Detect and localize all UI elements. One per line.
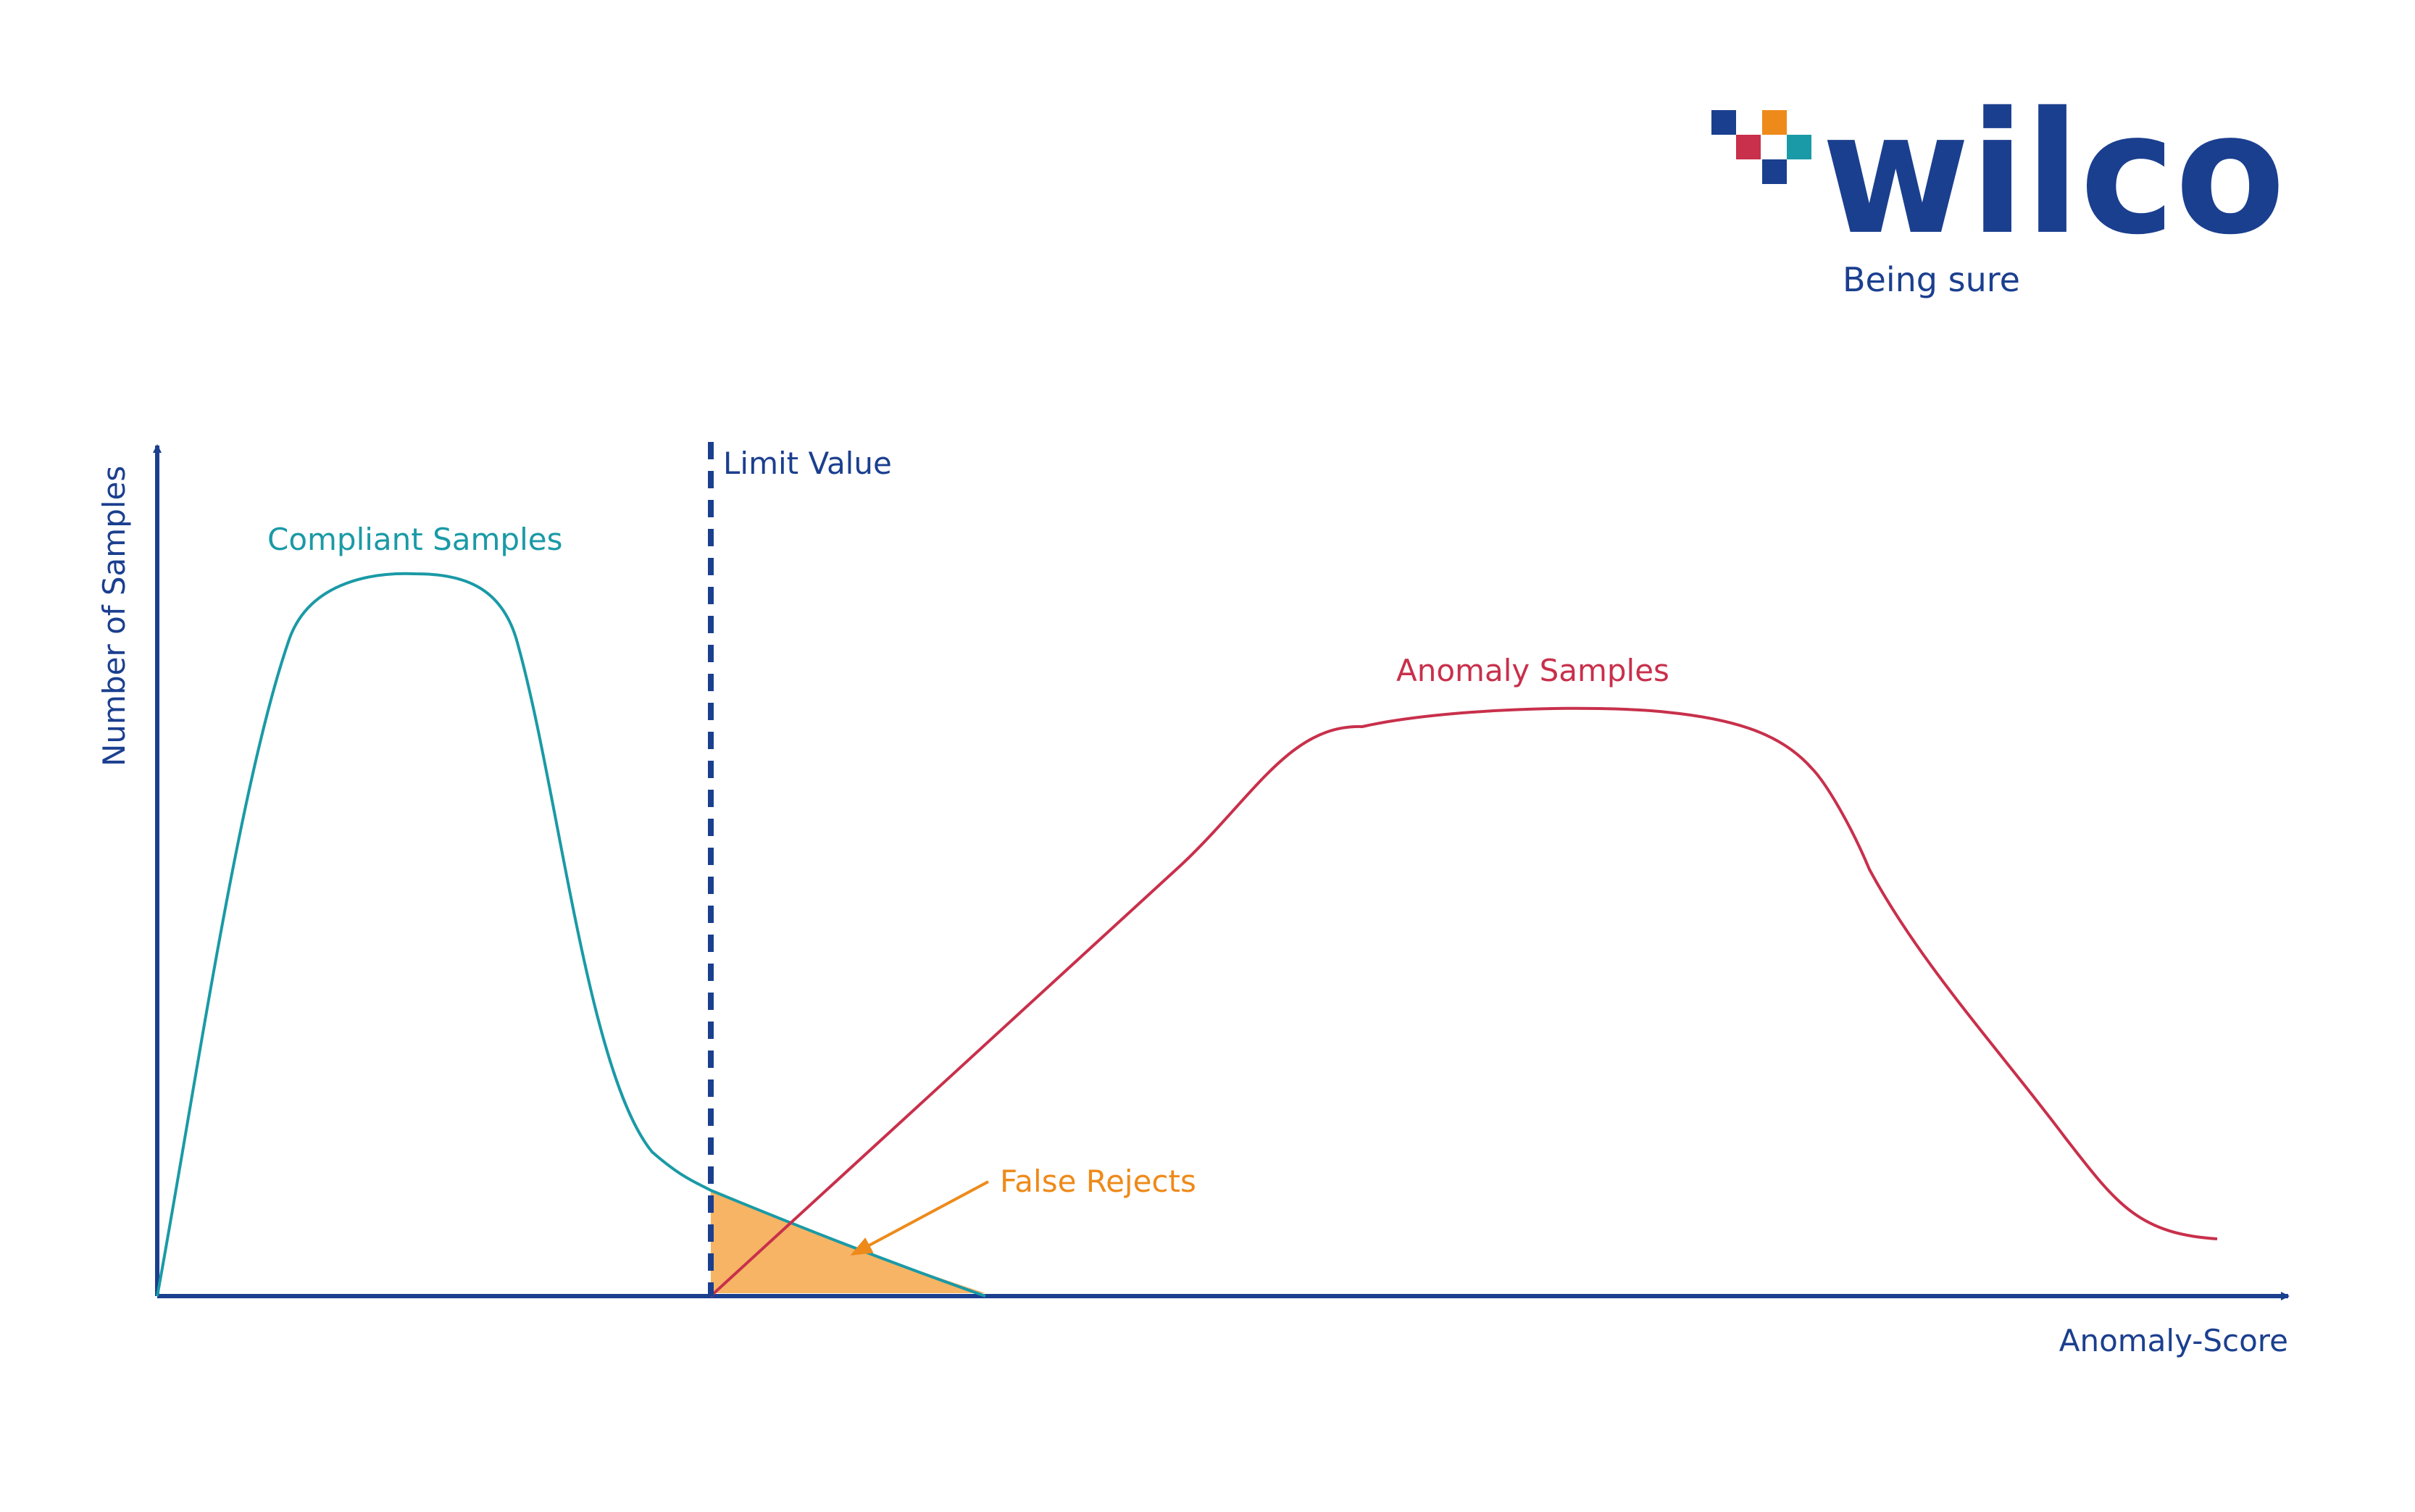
x-axis-label: Anomaly-Score [2059,1323,2288,1358]
false-rejects-arrow [850,1180,989,1256]
false-rejects-area [711,1190,985,1293]
anomaly-samples-label: Anomaly Samples [1396,653,1669,688]
logo-wordmark: wilco [1822,76,2285,272]
logo-square-teal [1787,135,1811,159]
limit-value-label: Limit Value [723,446,892,481]
y-axis-label: Number of Samples [96,466,132,767]
logo-tagline: Being sure [1843,260,2020,299]
compliant-samples-label: Compliant Samples [267,522,562,557]
anomaly-samples-curve [709,706,2218,1298]
logo-square-crimson [1736,135,1761,159]
wilco-logo: wilco Being sure [1711,76,2285,299]
false-rejects-label: False Rejects [1000,1164,1196,1199]
logo-square-orange [1762,110,1787,135]
logo-square-navy-1 [1711,110,1736,135]
logo-square-navy-2 [1762,159,1787,184]
compliant-samples-curve [156,572,986,1298]
